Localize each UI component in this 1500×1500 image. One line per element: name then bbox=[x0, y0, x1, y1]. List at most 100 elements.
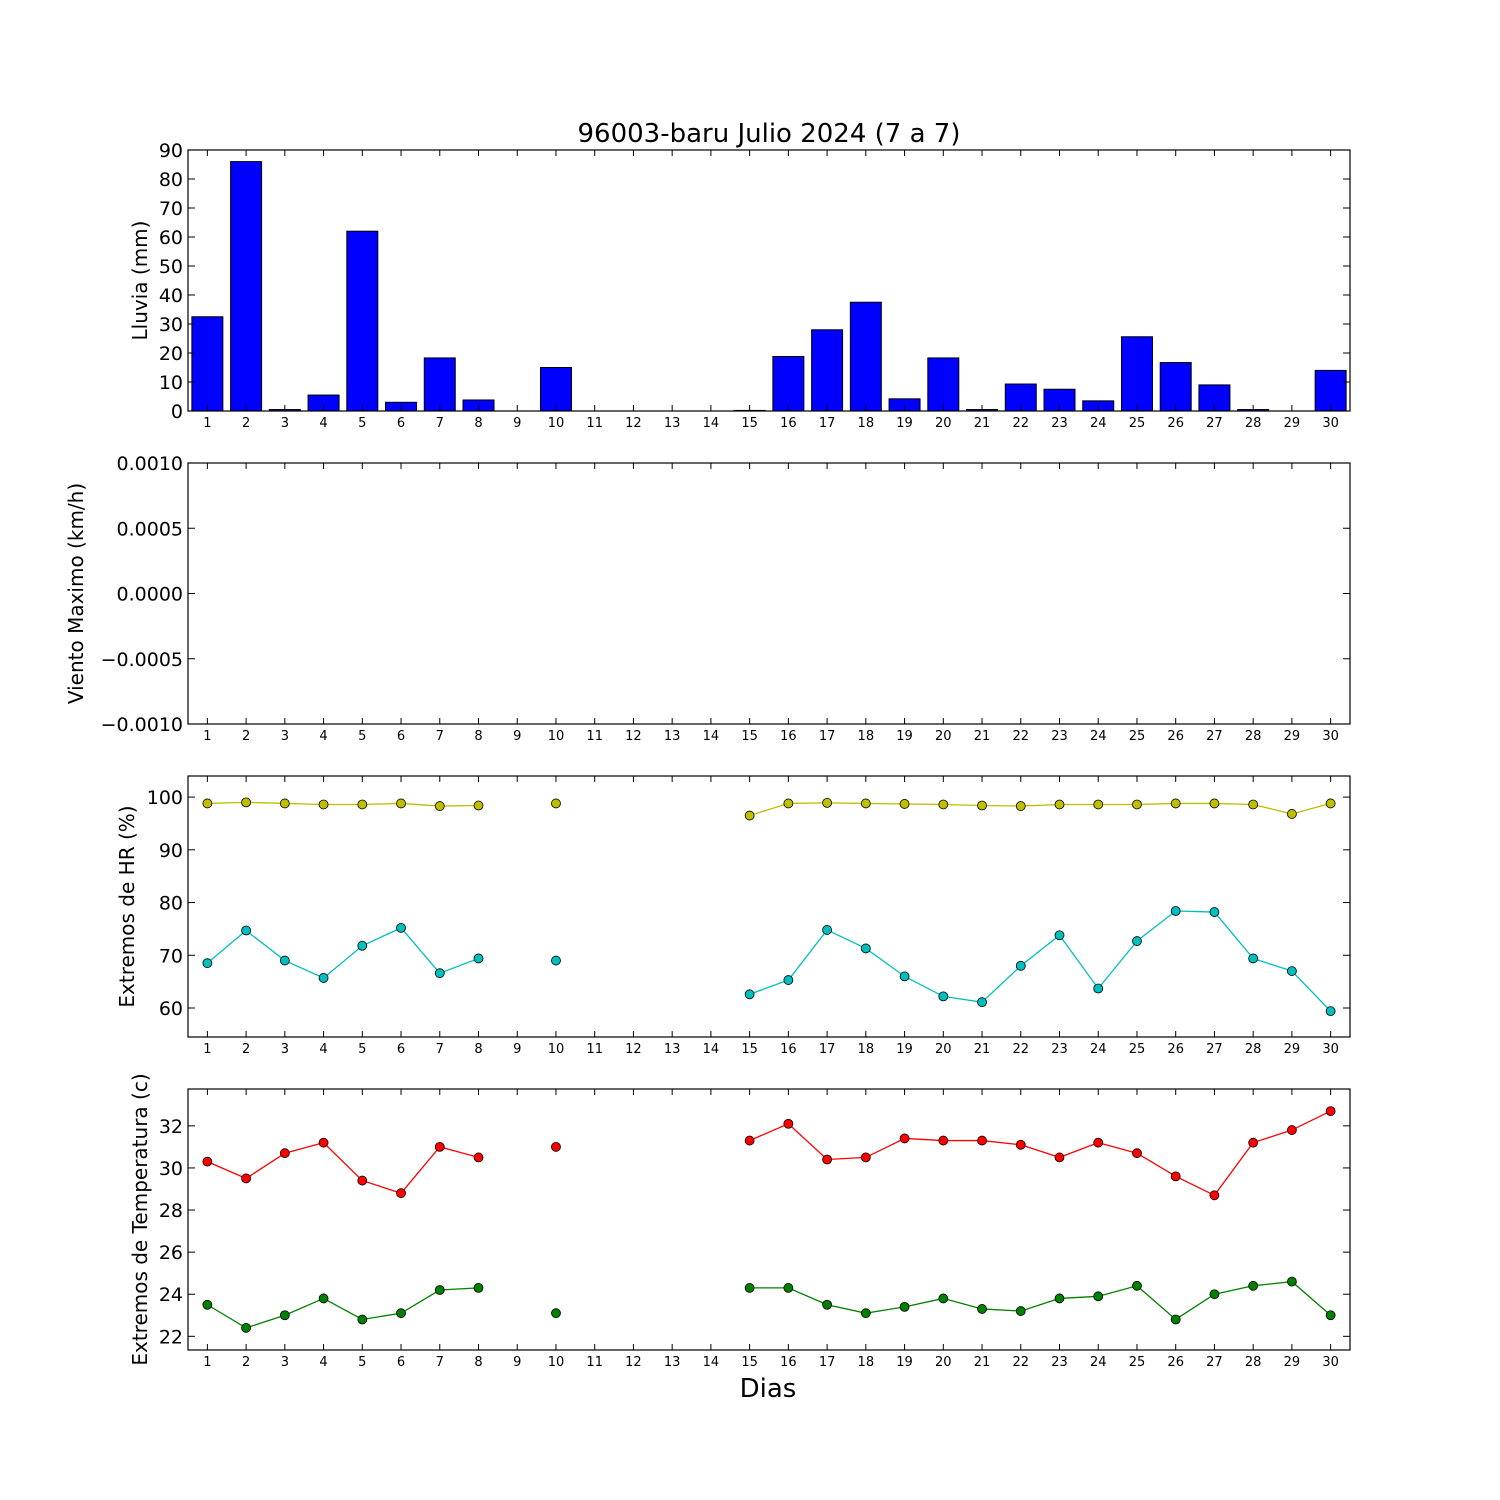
x-tick-label-4: 4 bbox=[319, 1042, 327, 1057]
x-tick-label-3: 3 bbox=[281, 416, 289, 431]
rain-bar-day-17 bbox=[811, 329, 844, 412]
y-tick-label: 20 bbox=[159, 343, 183, 365]
y-tick-label: 0.0005 bbox=[117, 518, 183, 540]
x-tick-label-15: 15 bbox=[741, 416, 758, 431]
x-tick-label-19: 19 bbox=[896, 729, 913, 744]
series-2-line-1 bbox=[206, 927, 479, 979]
y-tick-label: −0.0010 bbox=[101, 714, 183, 736]
series-2-point-day-18 bbox=[860, 943, 871, 954]
y-tick-label: 80 bbox=[159, 169, 183, 191]
x-tick-label-10: 10 bbox=[548, 416, 565, 431]
series-1-point-day-7 bbox=[434, 1141, 445, 1152]
series-2-point-day-28 bbox=[1248, 1280, 1259, 1291]
series-2-point-day-7 bbox=[434, 1285, 445, 1295]
x-tick-label-11: 11 bbox=[586, 1355, 603, 1370]
x-tick-label-13: 13 bbox=[664, 1355, 681, 1370]
x-tick-label-8: 8 bbox=[474, 729, 482, 744]
rain-bar-day-26 bbox=[1159, 362, 1192, 412]
series-2-point-day-29 bbox=[1287, 1276, 1297, 1287]
x-tick-label-14: 14 bbox=[703, 729, 720, 744]
x-tick-label-15: 15 bbox=[741, 729, 758, 744]
x-tick-label-1: 1 bbox=[203, 729, 211, 744]
x-tick-label-24: 24 bbox=[1090, 729, 1107, 744]
x-tick-label-7: 7 bbox=[436, 729, 444, 744]
series-1-point-day-21 bbox=[977, 1135, 987, 1146]
x-tick-label-23: 23 bbox=[1051, 416, 1068, 431]
x-tick-label-9: 9 bbox=[513, 1355, 521, 1370]
x-tick-label-28: 28 bbox=[1245, 1355, 1262, 1370]
series-1-point-day-15 bbox=[744, 810, 755, 821]
x-tick-label-21: 21 bbox=[974, 416, 991, 431]
rain-bar-day-10 bbox=[539, 367, 572, 412]
series-1-point-day-6 bbox=[396, 798, 406, 809]
rain-bar-day-18 bbox=[849, 301, 882, 412]
rain-bar-day-20 bbox=[927, 357, 960, 412]
x-tick-label-30: 30 bbox=[1322, 416, 1339, 431]
series-1-point-day-10 bbox=[551, 798, 561, 809]
series-1-point-day-3 bbox=[279, 1148, 290, 1159]
x-tick-label-20: 20 bbox=[935, 1355, 952, 1370]
series-2-point-day-4 bbox=[318, 1293, 329, 1304]
series-2-point-day-30 bbox=[1325, 1006, 1336, 1017]
series-1-point-day-30 bbox=[1325, 1106, 1336, 1116]
series-2-point-day-8 bbox=[473, 1283, 484, 1293]
series-2-point-day-2 bbox=[241, 925, 252, 936]
x-tick-label-10: 10 bbox=[548, 1042, 565, 1057]
x-axis-label: Dias bbox=[740, 1374, 797, 1404]
x-tick-label-16: 16 bbox=[780, 729, 797, 744]
x-tick-label-22: 22 bbox=[1012, 416, 1029, 431]
panel-2: 1 2 3 4 5 6 7 8 9 10 11 12 13 14 15 16 17 18 19 20 21 22 23 24 2… bbox=[64, 453, 1351, 744]
x-tick-label-23: 23 bbox=[1051, 1355, 1068, 1370]
y-axis-label-panel-4: Extremos de Temperatura (c) bbox=[128, 1073, 152, 1365]
series-2-point-day-6 bbox=[396, 922, 406, 933]
series-2-point-day-22 bbox=[1015, 960, 1026, 971]
x-tick-label-12: 12 bbox=[625, 1042, 642, 1057]
y-tick-label: 90 bbox=[159, 840, 183, 862]
x-tick-label-8: 8 bbox=[474, 416, 482, 431]
x-tick-label-8: 8 bbox=[474, 1355, 482, 1370]
x-tick-label-4: 4 bbox=[319, 729, 327, 744]
x-tick-label-30: 30 bbox=[1322, 1042, 1339, 1057]
series-1-point-day-29 bbox=[1287, 809, 1297, 819]
series-1-point-day-24 bbox=[1093, 799, 1104, 810]
rain-bar-day-2 bbox=[230, 161, 263, 412]
x-tick-label-21: 21 bbox=[974, 1042, 991, 1057]
x-tick-label-21: 21 bbox=[974, 1355, 991, 1370]
series-2-point-day-10 bbox=[551, 955, 561, 966]
x-tick-label-30: 30 bbox=[1322, 1355, 1339, 1370]
series-1-point-day-16 bbox=[783, 798, 794, 809]
x-tick-label-19: 19 bbox=[896, 1042, 913, 1057]
series-2-line-3 bbox=[749, 1280, 1332, 1321]
series-2-point-day-17 bbox=[822, 925, 832, 935]
series-1-point-day-1 bbox=[202, 798, 213, 809]
series-2-point-day-6 bbox=[396, 1308, 406, 1319]
series-2-point-day-3 bbox=[279, 1310, 290, 1321]
y-axis-label-panel-2: Viento Maximo (km/h) bbox=[64, 483, 88, 704]
y-tick-label: 60 bbox=[159, 227, 183, 249]
y-tick-label: 0.0010 bbox=[117, 453, 183, 475]
series-1-point-day-15 bbox=[744, 1135, 755, 1146]
x-tick-label-18: 18 bbox=[858, 729, 875, 744]
x-tick-label-24: 24 bbox=[1090, 1355, 1107, 1370]
series-1-point-day-5 bbox=[357, 799, 368, 810]
x-tick-label-17: 17 bbox=[819, 1355, 836, 1370]
y-tick-label: 30 bbox=[159, 1158, 183, 1180]
x-tick-label-17: 17 bbox=[819, 1042, 836, 1057]
series-2-point-day-16 bbox=[783, 975, 794, 985]
x-tick-label-9: 9 bbox=[513, 1042, 521, 1057]
x-tick-label-10: 10 bbox=[548, 1355, 565, 1370]
series-1-point-day-17 bbox=[822, 797, 832, 808]
x-tick-label-5: 5 bbox=[358, 729, 366, 744]
rain-bar-day-1 bbox=[191, 316, 224, 412]
series-1-point-day-18 bbox=[860, 1152, 871, 1163]
series-2-point-day-23 bbox=[1054, 930, 1065, 941]
x-tick-label-11: 11 bbox=[586, 416, 603, 431]
x-tick-label-26: 26 bbox=[1167, 1042, 1184, 1057]
x-tick-label-28: 28 bbox=[1245, 416, 1262, 431]
x-tick-label-23: 23 bbox=[1051, 729, 1068, 744]
x-tick-label-17: 17 bbox=[819, 416, 836, 431]
x-tick-label-2: 2 bbox=[242, 416, 250, 431]
series-1-point-day-8 bbox=[473, 1152, 484, 1163]
x-tick-label-27: 27 bbox=[1206, 1042, 1223, 1057]
